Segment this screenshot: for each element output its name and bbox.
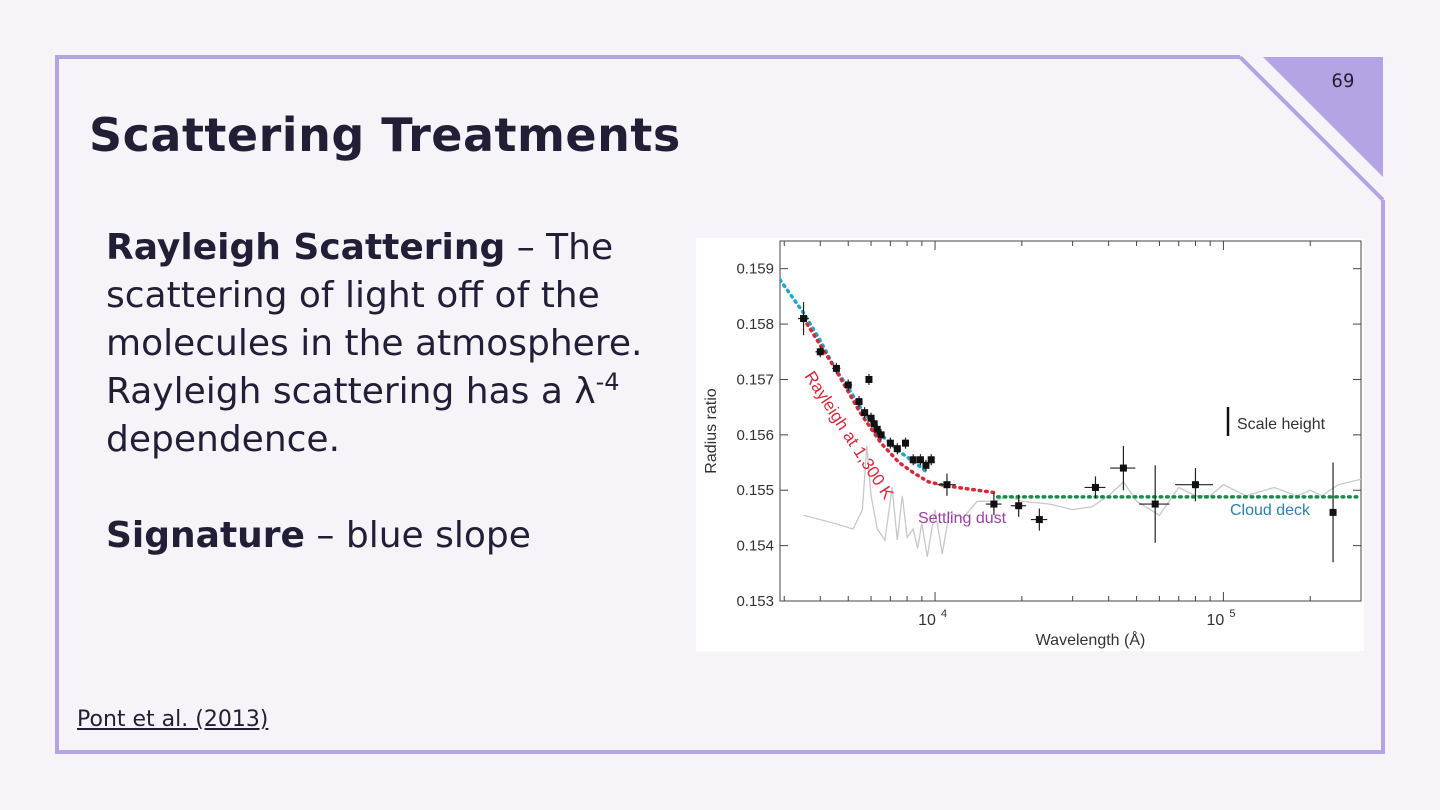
rayleigh-paragraph: Rayleigh Scattering – The scattering of … — [106, 224, 686, 464]
rayleigh-term: Rayleigh Scattering — [106, 227, 506, 268]
scattering-figure: 0.153 0.154 0.155 0.156 0.157 0.158 0.159 10 4 10… — [696, 238, 1364, 651]
y-axis-label: Radius ratio — [703, 388, 720, 473]
x-tick-label: 10 — [1207, 612, 1225, 629]
data-point — [916, 456, 924, 464]
data-point — [844, 381, 852, 389]
data-point — [861, 409, 869, 417]
y-tick-label: 0.156 — [736, 427, 774, 444]
y-tick-label: 0.154 — [736, 538, 774, 555]
frame-corner-diagonal — [1238, 55, 1385, 202]
y-tick-label: 0.153 — [736, 593, 774, 610]
y-tick-label: 0.158 — [736, 316, 774, 333]
frame-border — [55, 55, 1385, 754]
annotation-cloud-deck: Cloud deck — [1230, 502, 1311, 519]
x-tick-exponent: 5 — [1229, 608, 1235, 620]
data-point — [877, 431, 885, 439]
data-point — [1091, 483, 1099, 491]
data-point — [1015, 502, 1023, 510]
data-point — [867, 414, 875, 422]
signature-paragraph: Signature – blue slope — [106, 512, 686, 560]
data-point — [902, 439, 910, 447]
annotation-settling-dust: Settling dust — [918, 510, 1007, 527]
data-point — [1329, 508, 1337, 516]
x-axis-label: Wavelength (Å) — [1036, 630, 1146, 649]
data-point — [816, 348, 824, 356]
annotation-scale-height: Scale height — [1237, 416, 1326, 433]
paragraph-gap — [106, 464, 686, 512]
page-number: 69 — [1331, 70, 1355, 92]
data-point — [865, 375, 873, 383]
citation-link[interactable]: Pont et al. (2013) — [77, 707, 269, 732]
signature-description: – blue slope — [304, 515, 531, 556]
data-point — [1119, 464, 1127, 472]
data-point — [870, 420, 878, 428]
data-point — [893, 445, 901, 453]
x-tick-label: 10 — [918, 612, 936, 629]
radius-ratio-chart: 0.153 0.154 0.155 0.156 0.157 0.158 0.159 10 4 10… — [703, 240, 1362, 649]
data-point — [943, 481, 951, 489]
data-point — [990, 500, 998, 508]
signature-term: Signature — [106, 515, 305, 556]
data-point — [832, 364, 840, 372]
rayleigh-exponent: -4 — [595, 368, 620, 396]
y-tick-label: 0.157 — [736, 371, 774, 388]
data-point — [855, 398, 863, 406]
data-point — [800, 315, 808, 323]
slide-body: Rayleigh Scattering – The scattering of … — [106, 224, 686, 560]
data-point — [927, 456, 935, 464]
rayleigh-description: – The scattering of light off of the mol… — [106, 227, 643, 412]
y-tick-label: 0.159 — [736, 261, 774, 278]
data-point — [1191, 481, 1199, 489]
x-tick-exponent: 4 — [941, 608, 947, 620]
data-point — [1035, 516, 1043, 524]
y-tick-label: 0.155 — [736, 482, 774, 499]
curve-model-spectrum — [803, 445, 1361, 557]
curve-rayleigh-at-1-300-k — [801, 316, 1000, 495]
page-title: Scattering Treatments — [89, 108, 681, 162]
data-point — [886, 439, 894, 447]
data-point — [909, 456, 917, 464]
plot-layer — [780, 278, 1361, 563]
corner-accent — [1263, 57, 1383, 177]
data-point — [1151, 500, 1159, 508]
data-point — [922, 461, 930, 469]
data-point — [873, 425, 881, 433]
rayleigh-tail: dependence. — [106, 419, 341, 460]
